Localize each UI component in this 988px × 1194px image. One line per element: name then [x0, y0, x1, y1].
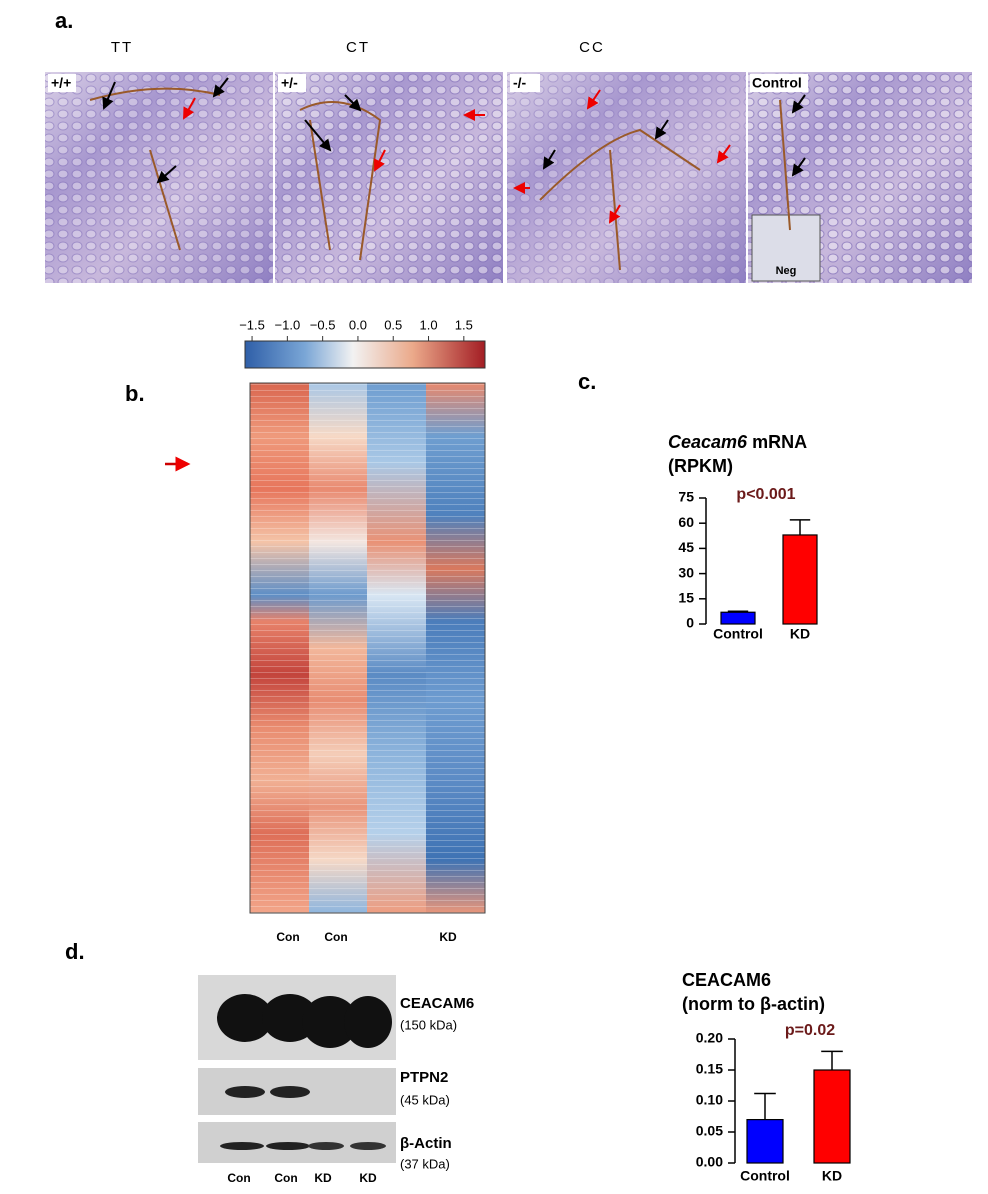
y-tick-label: 45: [678, 539, 694, 555]
band-name: CEACAM6: [400, 995, 474, 1012]
histology-images: [45, 72, 972, 283]
lane-label: Con: [274, 1171, 297, 1185]
chart-title: Ceacam6 mRNA: [668, 432, 807, 452]
label-box: [750, 74, 808, 92]
colorbar: [244, 340, 486, 369]
bar: [782, 534, 818, 625]
column-label: Con: [276, 930, 299, 944]
image-label: Control: [752, 75, 802, 91]
x-tick-label: Control: [740, 1168, 790, 1184]
label-box: [510, 74, 540, 92]
title-gene: Ceacam6: [668, 432, 748, 452]
chart-subtitle: (RPKM): [668, 456, 733, 476]
colorbar-tick-label: 0.0: [349, 317, 367, 332]
colorbar-tick-label: 1.5: [455, 317, 473, 332]
genotype: CC: [579, 39, 605, 56]
band-size: (45 kDa): [400, 1092, 450, 1107]
y-tick-label: 30: [678, 564, 694, 580]
image-label: +/+: [51, 75, 71, 91]
y-tick-label: 15: [678, 590, 694, 606]
chart-subtitle: (norm to β-actin): [682, 994, 825, 1014]
heatmap-columns: Con Con KD: [276, 930, 457, 944]
panel-label: a.: [55, 8, 73, 33]
y-tick-label: 0: [686, 615, 694, 631]
x-tick-label: KD: [822, 1168, 842, 1184]
western-blot: [198, 975, 396, 1163]
image-label: +/-: [281, 75, 298, 91]
bar: [813, 1069, 851, 1164]
annotation: p=0.02: [785, 1022, 835, 1039]
band-size: (150 kDa): [400, 1017, 457, 1032]
colorbar-tick-label: −0.5: [310, 317, 336, 332]
image-label: -/-: [513, 75, 527, 91]
y-tick-label: 0.20: [696, 1030, 723, 1046]
band-name: β-Actin: [400, 1135, 452, 1152]
genotype: TT: [111, 39, 133, 56]
column-label: Con: [324, 930, 347, 944]
y-tick-label: 0.05: [696, 1123, 723, 1139]
genotype: CT: [346, 39, 370, 56]
panel-label: d.: [65, 939, 85, 964]
y-tick-label: 0.10: [696, 1092, 723, 1108]
x-tick-label: KD: [790, 626, 810, 642]
colorbar-tick-label: 0.5: [384, 317, 402, 332]
x-tick-label: Control: [713, 626, 763, 642]
bar: [746, 1118, 784, 1164]
annotation: p<0.001: [736, 486, 795, 503]
lane-label: KD: [359, 1171, 377, 1185]
heatmap: [165, 382, 486, 914]
chart-title: CEACAM6: [682, 970, 771, 990]
label-box: [48, 74, 76, 92]
lane-label: Con: [227, 1171, 250, 1185]
y-tick-label: 0.00: [696, 1154, 723, 1170]
inset-label: Neg: [776, 265, 797, 277]
y-tick-label: 0.15: [696, 1061, 723, 1077]
colorbar-tick-label: −1.5: [239, 317, 265, 332]
column-label: KD: [439, 930, 457, 944]
y-tick-label: 60: [678, 514, 694, 530]
label-box: [278, 74, 306, 92]
bar: [720, 611, 756, 625]
colorbar-ticks: −1.5 −1.0 −0.5 0.0 0.5 1.0 1.5: [239, 317, 473, 341]
colorbar-tick-label: 1.0: [419, 317, 437, 332]
lane-label: KD: [314, 1171, 332, 1185]
panel-label: b.: [125, 381, 145, 406]
panel-label: c.: [578, 369, 596, 394]
band-name: PTPN2: [400, 1069, 448, 1086]
colorbar-tick-label: −1.0: [275, 317, 301, 332]
title-rest: mRNA: [752, 432, 807, 452]
band-size: (37 kDa): [400, 1156, 450, 1171]
y-tick-label: 75: [678, 489, 694, 505]
